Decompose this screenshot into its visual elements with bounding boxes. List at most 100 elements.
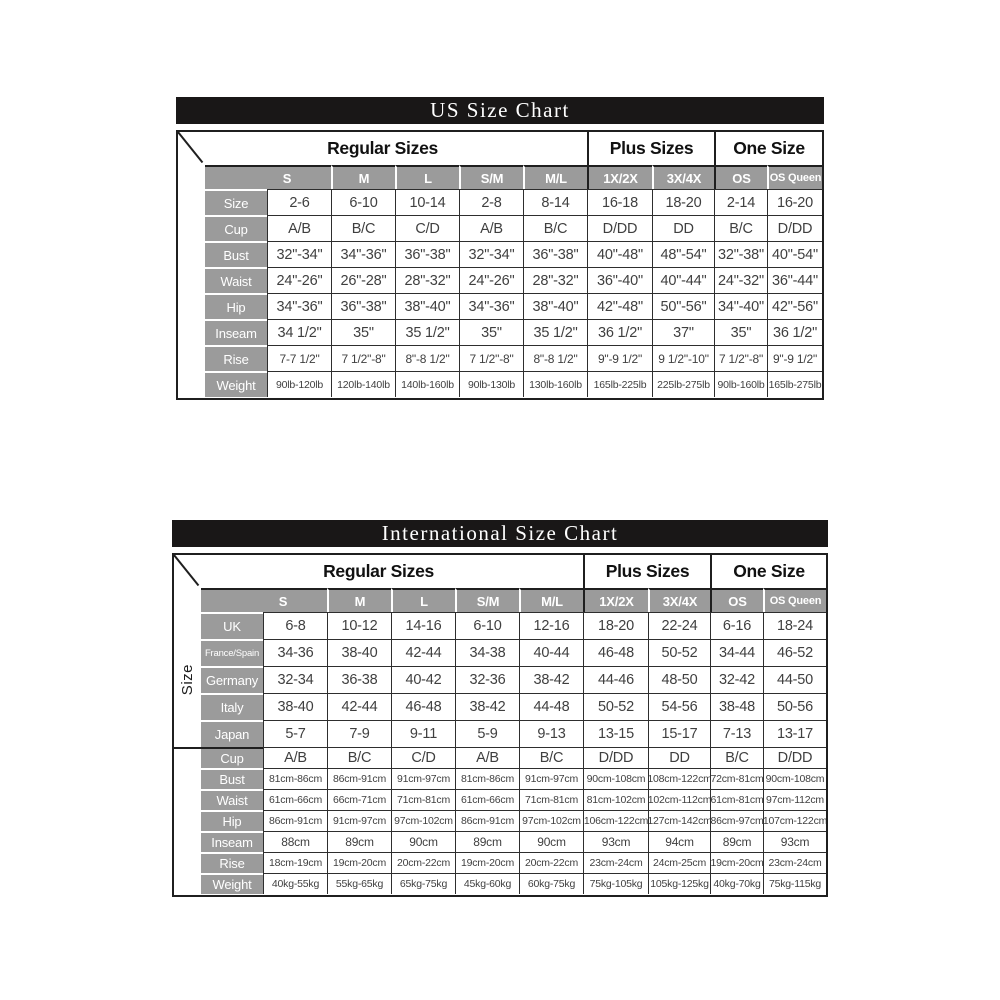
cell-Waist-3: 71cm-81cm: [391, 789, 455, 810]
cell-Germany-2: 36-38: [327, 666, 391, 693]
cell-Waist-6: 81cm-102cm: [583, 789, 648, 810]
cell-Cup-9: D/DD: [767, 215, 822, 241]
cell-Hip-1: 34"-36": [267, 293, 331, 319]
cell-Cup-3: C/D: [391, 747, 455, 768]
row-label-Waist: Waist: [201, 789, 263, 810]
column-header-9: OS Queen: [767, 165, 822, 189]
cell-Bust-3: 36"-38": [395, 241, 459, 267]
cell-Rise-1: 7-7 1/2": [267, 345, 331, 371]
row-label-Waist: Waist: [205, 267, 267, 293]
cell-Waist-8: 24"-32": [714, 267, 767, 293]
cell-Hip-4: 86cm-91cm: [455, 810, 519, 831]
column-header-7: 3X/4X: [648, 588, 710, 612]
cell-Inseam-5: 35 1/2": [523, 319, 587, 345]
cell-France-Spain-7: 50-52: [648, 639, 710, 666]
cell-Hip-7: 127cm-142cm: [648, 810, 710, 831]
cell-Cup-1: A/B: [263, 747, 327, 768]
cell-Hip-1: 86cm-91cm: [263, 810, 327, 831]
row-label-UK: UK: [201, 612, 263, 639]
cell-Rise-3: 8"-8 1/2": [395, 345, 459, 371]
cell-Italy-5: 44-48: [519, 693, 583, 720]
cell-Weight-6: 75kg-105kg: [583, 873, 648, 894]
column-header-5: M/L: [519, 588, 583, 612]
cell-Rise-8: 19cm-20cm: [710, 852, 763, 873]
cell-Weight-3: 140lb-160lb: [395, 371, 459, 397]
cell-Hip-8: 86cm-97cm: [710, 810, 763, 831]
cell-Cup-2: B/C: [327, 747, 391, 768]
cell-Rise-2: 7 1/2"-8": [331, 345, 395, 371]
intl-chart-grid: Regular Sizes Plus Sizes One Size S M L S/M M/L…: [174, 555, 826, 895]
cell-Size-4: 2-8: [459, 189, 523, 215]
us-chart-grid: Regular Sizes Plus Sizes One Size S M L S/M M/L…: [178, 132, 822, 398]
column-header-4: S/M: [455, 588, 519, 612]
cell-Waist-5: 28"-32": [523, 267, 587, 293]
cell-Rise-1: 18cm-19cm: [263, 852, 327, 873]
cell-Weight-2: 120lb-140lb: [331, 371, 395, 397]
cell-France-Spain-4: 34-38: [455, 639, 519, 666]
us-chart-table: Regular Sizes Plus Sizes One Size S M L S/M M/L…: [176, 130, 824, 400]
row-label-Cup: Cup: [205, 215, 267, 241]
cell-Rise-3: 20cm-22cm: [391, 852, 455, 873]
cell-Germany-3: 40-42: [391, 666, 455, 693]
group-header-2: Plus Sizes: [587, 132, 714, 165]
cell-Cup-9: D/DD: [763, 747, 826, 768]
cell-Bust-5: 91cm-97cm: [519, 768, 583, 789]
cell-Inseam-2: 35": [331, 319, 395, 345]
cell-Hip-7: 50"-56": [652, 293, 714, 319]
cell-Rise-4: 19cm-20cm: [455, 852, 519, 873]
cell-Hip-3: 38"-40": [395, 293, 459, 319]
cell-France-Spain-8: 34-44: [710, 639, 763, 666]
cell-Waist-7: 40"-44": [652, 267, 714, 293]
cell-Japan-2: 7-9: [327, 720, 391, 747]
cell-Waist-7: 102cm-112cm: [648, 789, 710, 810]
cell-Inseam-9: 93cm: [763, 831, 826, 852]
cell-Cup-5: B/C: [523, 215, 587, 241]
cell-Bust-4: 81cm-86cm: [455, 768, 519, 789]
row-label-Rise: Rise: [205, 345, 267, 371]
column-header-7: 3X/4X: [652, 165, 714, 189]
row-label-Cup: Cup: [201, 747, 263, 768]
row-label-Hip: Hip: [201, 810, 263, 831]
cell-Inseam-3: 90cm: [391, 831, 455, 852]
row-label-Bust: Bust: [205, 241, 267, 267]
cell-Waist-5: 71cm-81cm: [519, 789, 583, 810]
cell-Weight-7: 105kg-125kg: [648, 873, 710, 894]
cell-Waist-3: 28"-32": [395, 267, 459, 293]
cell-Weight-7: 225lb-275lb: [652, 371, 714, 397]
cell-Waist-4: 24"-26": [459, 267, 523, 293]
cell-Rise-9: 23cm-24cm: [763, 852, 826, 873]
cell-Bust-9: 90cm-108cm: [763, 768, 826, 789]
cell-Size-3: 10-14: [395, 189, 459, 215]
cell-France-Spain-1: 34-36: [263, 639, 327, 666]
cell-UK-1: 6-8: [263, 612, 327, 639]
cell-Hip-9: 107cm-122cm: [763, 810, 826, 831]
cell-UK-4: 6-10: [455, 612, 519, 639]
column-header-3: L: [391, 588, 455, 612]
cell-Size-9: 16-20: [767, 189, 822, 215]
row-label-Italy: Italy: [201, 693, 263, 720]
cell-Weight-8: 90lb-160lb: [714, 371, 767, 397]
cell-Inseam-2: 89cm: [327, 831, 391, 852]
row-label-France-Spain: France/Spain: [201, 639, 263, 666]
cell-France-Spain-2: 38-40: [327, 639, 391, 666]
section-divider-strip: [174, 747, 201, 768]
us-size-chart: US Size Chart Regular Sizes Plus Sizes One…: [176, 97, 824, 400]
cell-Cup-1: A/B: [267, 215, 331, 241]
cell-Japan-5: 9-13: [519, 720, 583, 747]
cell-Cup-6: D/DD: [587, 215, 652, 241]
cell-Cup-5: B/C: [519, 747, 583, 768]
cell-Waist-8: 61cm-81cm: [710, 789, 763, 810]
intl-chart-title: International Size Chart: [172, 520, 828, 547]
cell-Waist-2: 26"-28": [331, 267, 395, 293]
row-label-Hip: Hip: [205, 293, 267, 319]
cell-Weight-5: 130lb-160lb: [523, 371, 587, 397]
cell-Hip-2: 91cm-97cm: [327, 810, 391, 831]
cell-Weight-4: 90lb-130lb: [459, 371, 523, 397]
cell-Weight-3: 65kg-75kg: [391, 873, 455, 894]
cell-Inseam-6: 36 1/2": [587, 319, 652, 345]
column-header-1: S: [201, 588, 327, 612]
cell-Bust-6: 90cm-108cm: [583, 768, 648, 789]
cell-Weight-8: 40kg-70kg: [710, 873, 763, 894]
cell-Waist-1: 61cm-66cm: [263, 789, 327, 810]
